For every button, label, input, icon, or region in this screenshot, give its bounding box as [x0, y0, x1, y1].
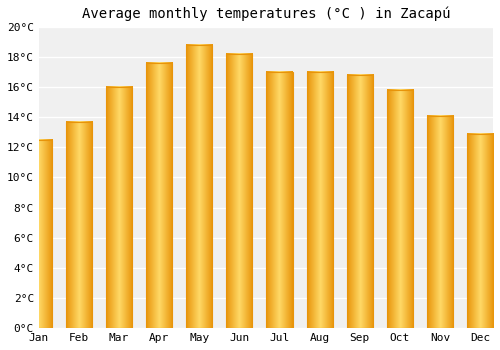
Bar: [306, 72, 332, 328]
Bar: [226, 54, 252, 328]
Bar: [226, 54, 252, 328]
Bar: [266, 72, 292, 328]
Bar: [26, 140, 52, 328]
Bar: [146, 63, 172, 328]
Bar: [146, 63, 172, 328]
Bar: [346, 75, 372, 328]
Bar: [66, 122, 92, 328]
Bar: [346, 75, 372, 328]
Bar: [427, 116, 453, 328]
Bar: [106, 87, 132, 328]
Bar: [427, 116, 453, 328]
Bar: [467, 134, 493, 328]
Bar: [387, 90, 413, 328]
Bar: [26, 140, 52, 328]
Bar: [387, 90, 413, 328]
Bar: [186, 45, 212, 328]
Bar: [66, 122, 92, 328]
Bar: [467, 134, 493, 328]
Bar: [306, 72, 332, 328]
Bar: [106, 87, 132, 328]
Bar: [186, 45, 212, 328]
Bar: [266, 72, 292, 328]
Title: Average monthly temperatures (°C ) in Zacapú: Average monthly temperatures (°C ) in Za…: [82, 7, 450, 21]
